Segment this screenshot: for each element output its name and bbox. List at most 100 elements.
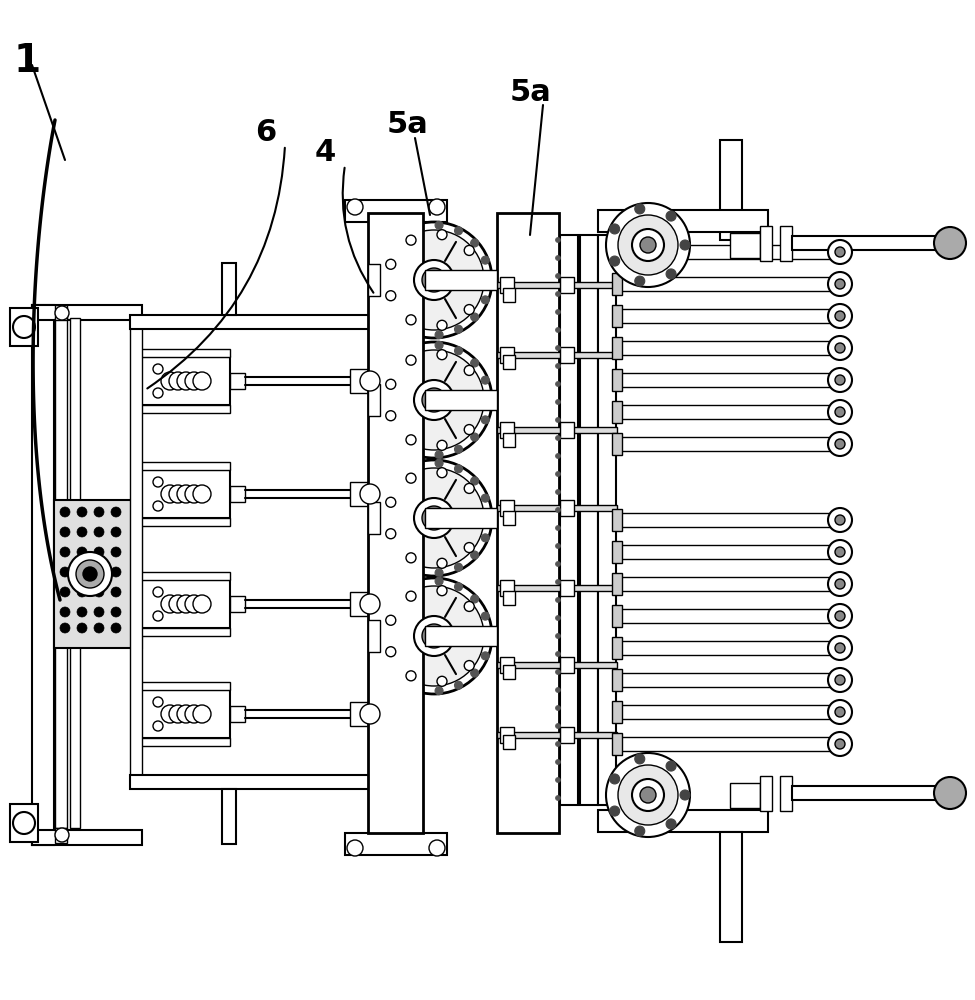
Circle shape	[169, 595, 187, 613]
Circle shape	[437, 676, 447, 686]
Circle shape	[828, 400, 852, 424]
Circle shape	[828, 668, 852, 692]
Bar	[612, 241, 622, 263]
Circle shape	[111, 607, 121, 617]
Circle shape	[384, 586, 484, 686]
Circle shape	[383, 661, 391, 669]
Circle shape	[161, 372, 179, 390]
Circle shape	[435, 687, 443, 695]
Bar	[730, 233, 760, 258]
Circle shape	[153, 388, 163, 398]
Bar	[612, 701, 622, 723]
Circle shape	[556, 472, 561, 477]
Circle shape	[437, 230, 447, 240]
Bar	[497, 662, 617, 668]
Bar	[780, 226, 792, 261]
Circle shape	[177, 595, 195, 613]
Circle shape	[153, 697, 163, 707]
Circle shape	[471, 595, 479, 603]
Circle shape	[415, 343, 423, 351]
Bar	[618, 641, 833, 655]
Circle shape	[435, 569, 443, 577]
Bar	[618, 309, 833, 323]
Circle shape	[376, 222, 492, 338]
Circle shape	[666, 819, 676, 829]
Circle shape	[556, 615, 561, 620]
Circle shape	[83, 567, 97, 581]
Bar	[560, 235, 578, 805]
Circle shape	[415, 449, 423, 457]
Bar	[612, 669, 622, 691]
Circle shape	[556, 724, 561, 728]
Bar	[618, 341, 833, 355]
Circle shape	[556, 634, 561, 639]
Circle shape	[428, 630, 440, 642]
Circle shape	[437, 440, 447, 450]
Circle shape	[618, 215, 678, 275]
Circle shape	[482, 416, 489, 424]
Circle shape	[376, 266, 384, 274]
Circle shape	[680, 240, 690, 250]
Bar	[612, 369, 622, 391]
Circle shape	[428, 394, 440, 406]
Bar	[138, 349, 230, 357]
Circle shape	[415, 579, 423, 587]
Circle shape	[464, 661, 474, 671]
Circle shape	[609, 224, 620, 234]
Text: 4: 4	[315, 138, 336, 167]
Circle shape	[435, 221, 443, 229]
Bar	[345, 200, 447, 222]
Circle shape	[415, 329, 423, 337]
Circle shape	[635, 754, 644, 764]
Circle shape	[60, 547, 70, 557]
Circle shape	[437, 320, 447, 330]
Circle shape	[482, 296, 489, 304]
Circle shape	[386, 647, 396, 657]
Circle shape	[934, 777, 966, 809]
Bar	[618, 277, 833, 291]
Circle shape	[77, 587, 87, 597]
Circle shape	[94, 567, 104, 577]
Circle shape	[556, 544, 561, 548]
Circle shape	[666, 269, 676, 279]
Bar	[497, 585, 617, 591]
Circle shape	[471, 239, 479, 247]
Circle shape	[386, 379, 396, 389]
Circle shape	[397, 676, 405, 684]
Circle shape	[556, 597, 561, 602]
Circle shape	[406, 473, 416, 483]
Circle shape	[454, 583, 462, 591]
Circle shape	[406, 553, 416, 563]
Circle shape	[193, 595, 211, 613]
Circle shape	[376, 524, 384, 532]
Circle shape	[556, 273, 561, 278]
Circle shape	[376, 504, 384, 512]
Circle shape	[60, 567, 70, 577]
Circle shape	[384, 230, 484, 330]
Circle shape	[406, 671, 416, 681]
Bar	[560, 500, 574, 516]
Circle shape	[640, 787, 656, 803]
Circle shape	[606, 753, 690, 837]
Circle shape	[454, 465, 462, 473]
Circle shape	[475, 275, 485, 285]
Circle shape	[556, 454, 561, 458]
Circle shape	[111, 567, 121, 577]
Bar	[138, 572, 230, 580]
Circle shape	[111, 547, 121, 557]
Bar	[230, 706, 245, 722]
Bar	[500, 500, 514, 516]
Bar	[618, 373, 833, 387]
Bar	[138, 682, 230, 690]
Circle shape	[415, 685, 423, 693]
Circle shape	[556, 292, 561, 296]
Circle shape	[556, 363, 561, 368]
Circle shape	[376, 622, 384, 630]
Circle shape	[169, 372, 187, 390]
Bar	[612, 337, 622, 359]
Circle shape	[828, 636, 852, 660]
Circle shape	[383, 305, 391, 313]
Bar	[368, 620, 380, 652]
Bar	[368, 264, 380, 296]
Bar	[612, 273, 622, 295]
